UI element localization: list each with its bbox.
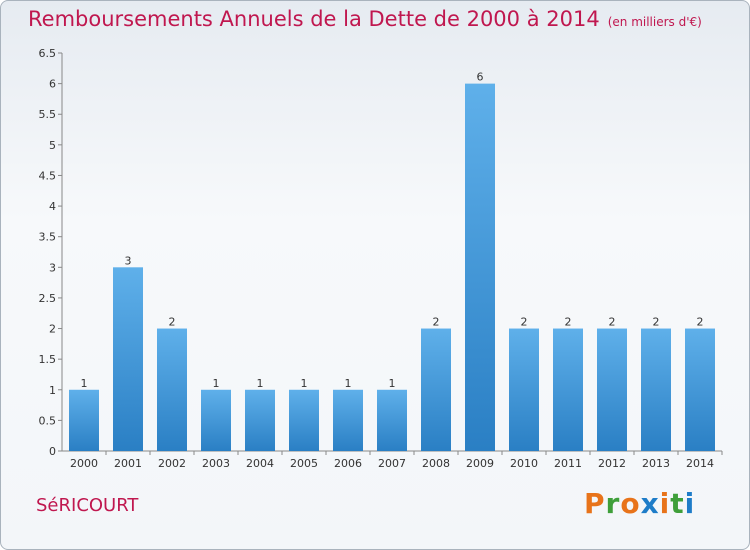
chart-bars [69, 83, 715, 451]
data-label: 6 [477, 71, 484, 84]
logo-letter: r [605, 487, 621, 520]
chart-title-text: Remboursements Annuels de la Dette de 20… [28, 7, 600, 31]
data-label: 2 [697, 316, 704, 329]
bar [201, 389, 231, 451]
data-label: 2 [521, 316, 528, 329]
bar [421, 328, 451, 451]
y-tick-label: 0 [49, 445, 56, 458]
x-tick-label: 2006 [334, 457, 362, 470]
data-label: 2 [169, 316, 176, 329]
y-tick-label: 5 [49, 139, 56, 152]
data-label: 1 [213, 377, 220, 390]
y-tick-label: 3 [49, 261, 56, 274]
y-tick-label: 5.5 [39, 108, 57, 121]
x-tick-label: 2012 [598, 457, 626, 470]
data-label: 3 [125, 254, 132, 267]
y-tick-label: 4 [49, 200, 56, 213]
bar [69, 389, 99, 451]
commune-name: SéRICOURT [36, 495, 139, 516]
y-tick-label: 6 [49, 78, 56, 91]
x-tick-label: 2004 [246, 457, 274, 470]
data-label: 1 [257, 377, 264, 390]
x-tick-label: 2003 [202, 457, 230, 470]
y-tick-label: 4.5 [39, 169, 57, 182]
bar [245, 389, 275, 451]
bar [333, 389, 363, 451]
chart-subtitle: (en milliers d'€) [607, 15, 702, 29]
x-tick-label: 2014 [686, 457, 714, 470]
data-label: 1 [81, 377, 88, 390]
chart-labels: 1 3 2 1 1 1 1 1 2 6 2 2 2 2 2 [81, 71, 704, 390]
proxiti-logo: Proxiti [584, 487, 695, 520]
x-tick-label: 2005 [290, 457, 318, 470]
x-tick-label: 2009 [466, 457, 494, 470]
bar [157, 328, 187, 451]
logo-letter: x [640, 487, 660, 520]
logo-letter: i [684, 487, 696, 520]
bar [553, 328, 583, 451]
y-tick-label: 2 [49, 323, 56, 336]
x-tick-label: 2008 [422, 457, 450, 470]
data-label: 2 [433, 316, 440, 329]
y-tick-label: 6.5 [39, 47, 57, 60]
data-label: 2 [565, 316, 572, 329]
bar [289, 389, 319, 451]
y-tick-label: 2.5 [39, 292, 57, 305]
x-tick-label: 2010 [510, 457, 538, 470]
y-tick-label: 1.5 [39, 353, 57, 366]
logo-letter: o [620, 487, 641, 520]
bar [377, 389, 407, 451]
chart-title: Remboursements Annuels de la Dette de 20… [28, 7, 702, 31]
data-label: 1 [301, 377, 308, 390]
x-tick-label: 2011 [554, 457, 582, 470]
data-label: 1 [345, 377, 352, 390]
x-tick-label: 2000 [70, 457, 98, 470]
y-tick-label: 0.5 [39, 414, 57, 427]
bar [113, 267, 143, 451]
bar [509, 328, 539, 451]
data-label: 2 [653, 316, 660, 329]
bar [465, 83, 495, 451]
data-label: 1 [389, 377, 396, 390]
y-tick-label: 1 [49, 384, 56, 397]
y-tick-label: 3.5 [39, 231, 57, 244]
data-label: 2 [609, 316, 616, 329]
x-tick-label: 2013 [642, 457, 670, 470]
chart-axes: 0 0.5 1 1.5 2 2.5 3 3.5 4 4.5 5 5.5 6 6.5 2000 2001 2002… [39, 47, 723, 470]
logo-letter: i [659, 487, 671, 520]
bar [641, 328, 671, 451]
x-tick-label: 2001 [114, 457, 142, 470]
logo-letter: P [584, 487, 606, 520]
bar [685, 328, 715, 451]
logo-letter: t [670, 487, 685, 520]
x-tick-label: 2007 [378, 457, 406, 470]
bar [597, 328, 627, 451]
x-tick-label: 2002 [158, 457, 186, 470]
